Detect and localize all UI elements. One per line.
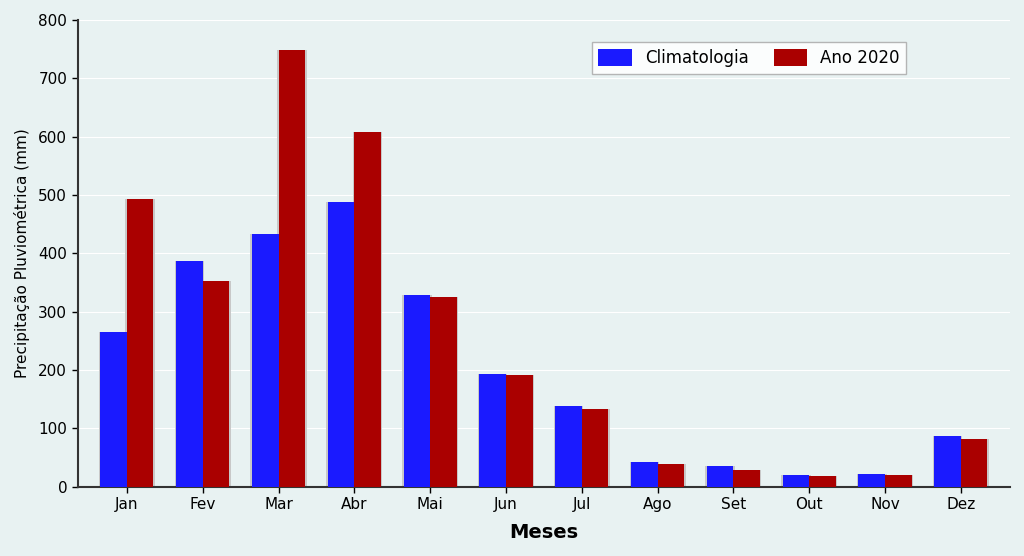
Bar bbox=[353, 132, 382, 486]
Y-axis label: Precipitação Pluviométrica (mm): Precipitação Pluviométrica (mm) bbox=[14, 128, 30, 378]
Bar bbox=[175, 261, 204, 486]
Bar bbox=[127, 199, 154, 486]
Bar bbox=[808, 476, 838, 486]
Bar bbox=[707, 466, 733, 486]
Bar bbox=[429, 297, 458, 486]
Bar bbox=[203, 281, 229, 486]
Bar bbox=[252, 234, 279, 486]
Bar bbox=[582, 409, 608, 486]
Bar bbox=[657, 464, 684, 486]
Bar bbox=[100, 332, 127, 486]
Bar bbox=[354, 132, 381, 486]
Bar bbox=[201, 281, 230, 486]
Bar bbox=[403, 295, 430, 486]
Bar bbox=[479, 374, 506, 486]
Bar bbox=[555, 406, 582, 486]
Bar bbox=[733, 470, 760, 486]
Bar bbox=[857, 474, 887, 486]
Bar bbox=[959, 439, 989, 486]
Bar bbox=[478, 374, 508, 486]
X-axis label: Meses: Meses bbox=[509, 523, 579, 542]
Bar bbox=[278, 50, 306, 487]
Legend: Climatologia, Ano 2020: Climatologia, Ano 2020 bbox=[592, 42, 906, 74]
Bar bbox=[885, 475, 911, 486]
Bar bbox=[505, 375, 535, 486]
Bar bbox=[506, 375, 532, 486]
Bar bbox=[809, 476, 836, 486]
Bar bbox=[581, 409, 610, 486]
Bar bbox=[279, 50, 305, 487]
Bar bbox=[656, 464, 686, 486]
Bar bbox=[251, 234, 280, 486]
Bar bbox=[328, 202, 354, 486]
Bar bbox=[781, 475, 811, 486]
Bar bbox=[430, 297, 457, 486]
Bar bbox=[176, 261, 203, 486]
Bar bbox=[125, 199, 155, 486]
Bar bbox=[732, 470, 762, 486]
Bar bbox=[327, 202, 356, 486]
Bar bbox=[402, 295, 432, 486]
Bar bbox=[858, 474, 885, 486]
Bar bbox=[706, 466, 735, 486]
Bar bbox=[933, 436, 963, 486]
Bar bbox=[934, 436, 961, 486]
Bar bbox=[630, 462, 659, 486]
Bar bbox=[884, 475, 913, 486]
Bar bbox=[782, 475, 809, 486]
Bar bbox=[631, 462, 657, 486]
Bar bbox=[99, 332, 128, 486]
Bar bbox=[961, 439, 987, 486]
Bar bbox=[554, 406, 584, 486]
